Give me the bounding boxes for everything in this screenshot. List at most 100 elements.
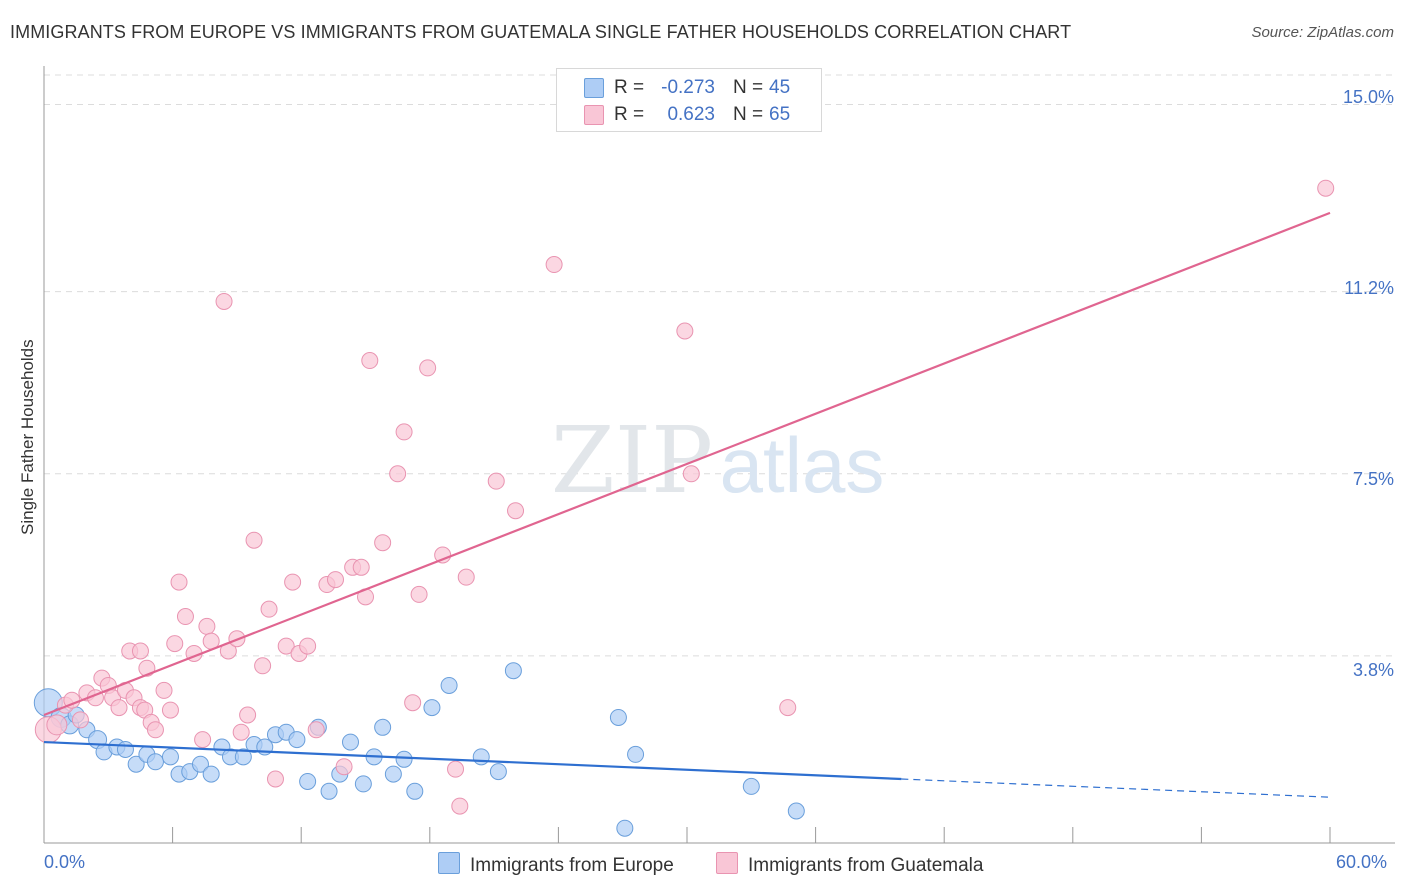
data-point: [406, 782, 424, 800]
n-value: 65: [769, 104, 791, 125]
data-point: [176, 608, 194, 626]
data-point: [384, 765, 402, 783]
y-tick-label: 11.2%: [1344, 278, 1394, 298]
data-point: [487, 472, 505, 490]
data-point: [194, 731, 212, 749]
data-point: [239, 706, 257, 724]
legend-swatch-europe: [438, 852, 460, 874]
data-point: [146, 721, 164, 739]
data-point: [507, 502, 525, 520]
data-point: [682, 465, 700, 483]
data-point: [146, 753, 164, 771]
legend-label-guatemala: Immigrants from Guatemala: [748, 855, 984, 876]
r-value: -0.273: [661, 77, 715, 98]
stats-row-europe: R = -0.273 N = 45: [557, 75, 821, 101]
data-point: [609, 708, 627, 726]
n-value: 45: [769, 77, 791, 98]
data-point: [284, 573, 302, 591]
data-point: [779, 699, 797, 717]
data-point: [341, 733, 359, 751]
legend-item-europe[interactable]: Immigrants from Europe: [438, 852, 674, 877]
y-tick-label: 3.8%: [1352, 660, 1394, 680]
data-point: [320, 782, 338, 800]
data-point: [545, 256, 563, 274]
x-tick-right: 60.0%: [1336, 852, 1388, 872]
trend-lines: [43, 211, 1331, 798]
data-point: [354, 775, 372, 793]
data-point: [676, 322, 694, 340]
europe-swatch: [584, 78, 604, 98]
r-label: R =: [614, 77, 645, 98]
r-value: 0.623: [667, 104, 715, 125]
data-point: [288, 731, 306, 749]
legend-label-europe: Immigrants from Europe: [470, 855, 674, 876]
y-tick-label: 15.0%: [1342, 87, 1394, 107]
data-point: [191, 755, 209, 773]
data-point: [266, 770, 284, 788]
data-point: [326, 571, 344, 589]
data-point: [335, 758, 353, 776]
trend-line: [43, 211, 1331, 717]
data-point: [627, 745, 645, 763]
correlation-stats-box: R = -0.273 N = 45 R = 0.623 N = 65: [556, 68, 822, 132]
data-point: [170, 573, 188, 591]
n-label: N =: [733, 104, 764, 125]
data-point: [215, 292, 233, 310]
data-point: [374, 718, 392, 736]
data-point: [110, 699, 128, 717]
data-point: [166, 635, 184, 653]
data-point: [46, 714, 68, 736]
data-point: [307, 721, 325, 739]
data-point: [254, 657, 272, 675]
data-point: [389, 465, 407, 483]
data-point: [489, 763, 507, 781]
data-point: [232, 723, 250, 741]
trend-line: [43, 740, 902, 781]
x-tick-left: 0.0%: [44, 852, 86, 872]
watermark-zip: ZIP: [551, 407, 713, 514]
data-point: [155, 681, 173, 699]
data-point: [1317, 179, 1335, 197]
legend-item-guatemala[interactable]: Immigrants from Guatemala: [716, 852, 983, 877]
data-points: [33, 179, 1335, 837]
data-point: [234, 748, 252, 766]
data-point: [131, 642, 149, 660]
data-point: [395, 423, 413, 441]
data-point: [277, 637, 295, 655]
stats-row-guatemala: R = 0.623 N = 65: [557, 102, 821, 128]
data-point: [127, 755, 145, 773]
data-point: [472, 748, 490, 766]
data-point: [787, 802, 805, 820]
data-point: [361, 352, 379, 370]
y-tick-label: 7.5%: [1352, 469, 1394, 489]
grid-lines: [44, 74, 1395, 657]
trend-line-extension: [901, 778, 1331, 798]
data-point: [742, 777, 760, 795]
guatemala-swatch: [584, 105, 604, 125]
y-axis-title: Single Father Households: [18, 339, 37, 535]
data-point: [395, 750, 413, 768]
data-point: [161, 701, 179, 719]
source-credit: Source: ZipAtlas.com: [1251, 24, 1394, 41]
data-point: [71, 711, 89, 729]
data-point: [419, 359, 437, 377]
data-point: [404, 694, 422, 712]
data-point: [423, 699, 441, 717]
data-point: [616, 819, 634, 837]
data-point: [198, 617, 216, 635]
legend-swatch-guatemala: [716, 852, 738, 874]
r-label: R =: [614, 104, 645, 125]
data-point: [504, 662, 522, 680]
data-point: [299, 772, 317, 790]
data-point: [352, 558, 370, 576]
data-point: [299, 637, 317, 655]
data-point: [451, 797, 469, 815]
data-point: [116, 740, 134, 758]
data-point: [161, 748, 179, 766]
watermark: ZIP atlas: [551, 407, 884, 514]
data-point: [440, 676, 458, 694]
data-point: [245, 531, 263, 549]
n-label: N =: [733, 77, 764, 98]
data-point: [447, 760, 465, 778]
